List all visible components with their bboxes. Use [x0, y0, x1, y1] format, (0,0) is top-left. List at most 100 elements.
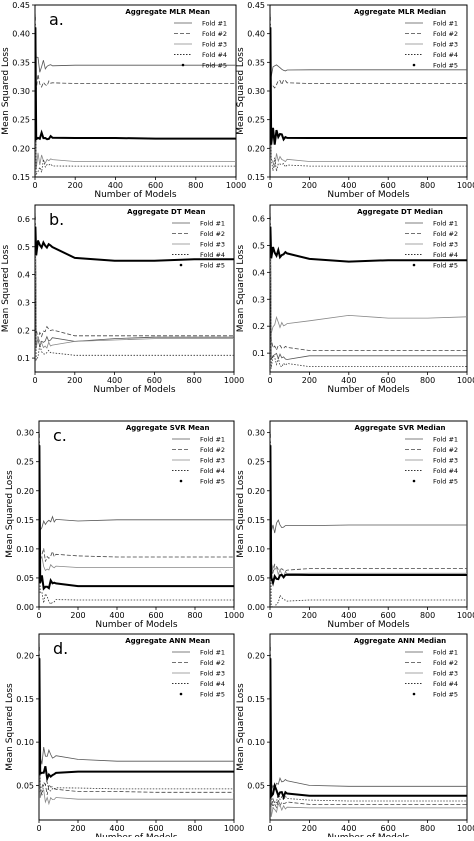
x-tick-label: 600	[381, 376, 396, 385]
y-tick-label: 0.2	[252, 322, 265, 331]
series-line-fold-3	[39, 650, 234, 806]
legend-label: Fold #3	[433, 670, 458, 678]
legend-label: Fold #1	[433, 20, 458, 28]
y-tick-label: 0.30	[247, 429, 265, 438]
legend-label: Fold #3	[200, 670, 225, 678]
y-tick-label: 0.20	[16, 487, 34, 496]
y-tick-label: 0.30	[247, 87, 265, 96]
x-tick-label: 600	[148, 181, 163, 190]
x-tick-label: 400	[341, 824, 356, 833]
x-tick-label: 200	[302, 824, 317, 833]
legend-label: Fold #5	[200, 478, 225, 486]
y-tick-label: 0.1	[252, 349, 265, 358]
y-tick-label: 0.15	[12, 173, 30, 182]
y-axis-label: Mean Squared Loss	[5, 683, 15, 771]
series-line-fold-1	[39, 430, 234, 532]
legend-label: Fold #1	[433, 436, 458, 444]
series-line-fold-1	[270, 13, 467, 77]
y-tick-label: 0.1	[17, 354, 30, 363]
plot-frame	[269, 4, 468, 178]
x-tick-label: 800	[420, 824, 435, 833]
y-tick-label: 0.10	[16, 738, 34, 747]
legend-label: Fold #2	[433, 659, 458, 667]
legend-label: Fold #2	[433, 230, 458, 238]
plot-frame	[34, 204, 235, 373]
x-tick-label: 0	[267, 181, 272, 190]
panel-letter: d.	[53, 639, 68, 658]
y-tick-label: 0.10	[16, 545, 34, 554]
panel-title: Aggregate ANN Mean	[125, 637, 210, 645]
x-tick-label: 800	[187, 611, 202, 620]
series-line-fold-3	[35, 219, 234, 349]
legend-swatch	[179, 692, 183, 696]
y-tick-label: 0.4	[17, 271, 30, 280]
panel-title: Aggregate MLR Median	[354, 8, 446, 16]
series-line-fold-2	[270, 216, 467, 352]
x-axis-label: Number of Models	[94, 190, 177, 200]
legend-swatch	[181, 63, 185, 67]
y-tick-label: 0.35	[12, 58, 30, 67]
legend-label: Fold #4	[200, 467, 225, 475]
y-tick-label: 0.3	[17, 298, 30, 307]
x-tick-label: 600	[381, 611, 396, 620]
x-tick-label: 800	[420, 611, 435, 620]
x-axis-label: Number of Models	[95, 620, 178, 630]
legend-label: Fold #2	[433, 30, 458, 38]
series-line-fold-2	[270, 646, 467, 809]
y-tick-label: 0.5	[252, 241, 265, 250]
chart-panel-4: 0.1 0.2 0.3 0.4 0.5 0.6 0 200 400 600 800 1000 Numbe…	[236, 204, 474, 395]
legend-swatch	[412, 479, 416, 483]
x-tick-label: 1000	[224, 824, 244, 833]
chart-panel-7: 0.05 0.10 0.15 0.20 0 200 400 600 800 1000 Number …	[5, 633, 244, 841]
legend-label: Fold #1	[433, 649, 458, 657]
series-line-fold-4	[270, 223, 467, 369]
series-line-fold-4	[270, 654, 467, 809]
x-tick-label: 0	[267, 376, 272, 385]
x-tick-label: 200	[68, 181, 83, 190]
panel-title: Aggregate DT Mean	[127, 208, 205, 216]
y-tick-label: 0.20	[247, 652, 265, 661]
y-tick-label: 0.20	[247, 487, 265, 496]
panel-title: Aggregate ANN Median	[354, 637, 446, 645]
x-tick-label: 400	[109, 611, 124, 620]
x-tick-label: 200	[70, 824, 85, 833]
x-tick-label: 1000	[457, 824, 474, 833]
legend-label: Fold #5	[433, 262, 458, 270]
legend-label: Fold #4	[200, 680, 225, 688]
y-tick-label: 0.35	[247, 58, 265, 67]
legend-swatch	[179, 479, 183, 483]
y-tick-label: 0.05	[247, 574, 265, 583]
x-axis-label: Number of Models	[93, 385, 176, 395]
x-tick-label: 1000	[224, 376, 244, 385]
x-tick-label: 0	[32, 181, 37, 190]
x-tick-label: 200	[302, 376, 317, 385]
series-line-fold-4	[270, 441, 467, 607]
series-line-fold-5	[39, 445, 234, 591]
series-line-fold-1	[270, 430, 467, 534]
y-tick-label: 0.45	[12, 1, 30, 10]
series-line-fold-2	[39, 646, 234, 795]
series-line-fold-1	[35, 213, 234, 348]
y-tick-label: 0.3	[252, 295, 265, 304]
y-tick-label: 0.6	[17, 215, 30, 224]
y-tick-label: 0.15	[16, 695, 34, 704]
legend-swatch	[412, 263, 416, 267]
x-tick-label: 0	[36, 611, 41, 620]
legend-label: Fold #2	[202, 30, 227, 38]
x-tick-label: 400	[341, 376, 356, 385]
chart-panel-3: 0.1 0.2 0.3 0.4 0.5 0.6 0 200 400 600 800 1000 Numbe…	[1, 204, 244, 395]
y-tick-label: 0.2	[17, 326, 30, 335]
series-line-fold-5	[35, 27, 236, 142]
x-tick-label: 600	[381, 824, 396, 833]
x-tick-label: 600	[147, 376, 162, 385]
legend-label: Fold #1	[200, 649, 225, 657]
series-line-fold-2	[270, 16, 467, 89]
y-axis-label: Mean Squared Loss	[236, 245, 246, 333]
x-axis-label: Number of Models	[327, 833, 410, 837]
chart-panel-6: 0.00 0.05 0.10 0.15 0.20 0.25 0.30 0 200 400 600 80…	[236, 420, 474, 630]
plot-frame	[269, 633, 468, 821]
x-axis-label: Number of Models	[327, 190, 410, 200]
y-tick-label: 0.5	[17, 243, 30, 252]
x-tick-label: 400	[108, 181, 123, 190]
legend-label: Fold #4	[433, 251, 458, 259]
